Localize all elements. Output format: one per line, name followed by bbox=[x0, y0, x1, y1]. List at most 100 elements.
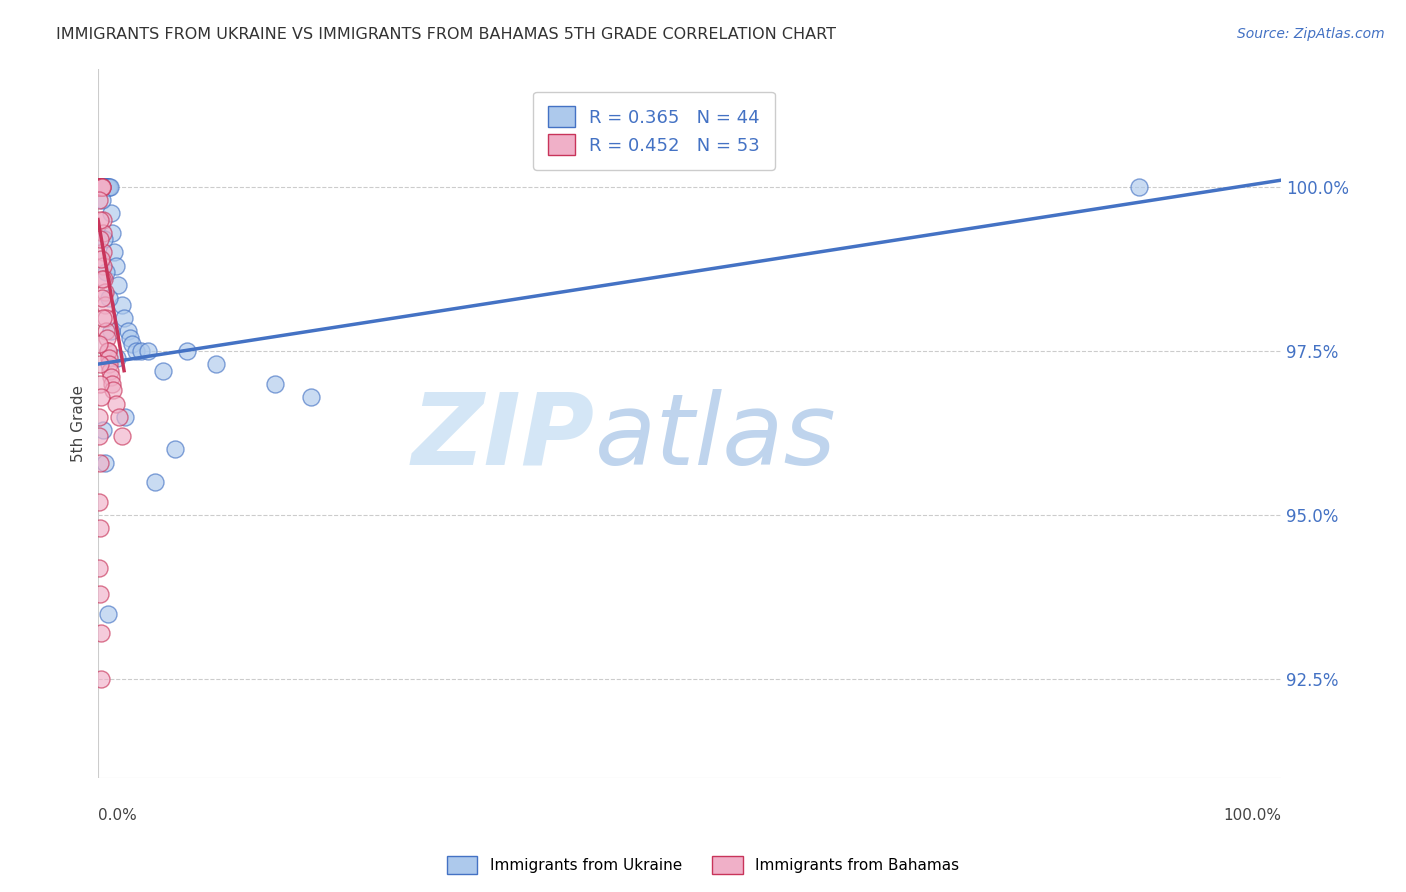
Text: 0.0%: 0.0% bbox=[98, 808, 136, 823]
Point bbox=[143, 475, 166, 490]
Point bbox=[101, 376, 124, 391]
Text: atlas: atlas bbox=[595, 389, 837, 486]
Point bbox=[96, 324, 118, 338]
Point bbox=[93, 179, 115, 194]
Point bbox=[89, 587, 111, 601]
Point bbox=[112, 311, 135, 326]
Point bbox=[100, 206, 122, 220]
Point bbox=[90, 673, 112, 687]
Text: Source: ZipAtlas.com: Source: ZipAtlas.com bbox=[1237, 27, 1385, 41]
Point bbox=[105, 351, 128, 365]
Point bbox=[96, 179, 118, 194]
Point bbox=[91, 212, 114, 227]
Point bbox=[90, 179, 112, 194]
Point bbox=[89, 179, 111, 194]
Point bbox=[94, 179, 117, 194]
Point bbox=[90, 179, 112, 194]
Point bbox=[103, 245, 125, 260]
Point bbox=[96, 331, 118, 345]
Point bbox=[1128, 179, 1150, 194]
Point bbox=[91, 179, 114, 194]
Point bbox=[90, 179, 112, 194]
Point bbox=[93, 285, 115, 299]
Point bbox=[107, 278, 129, 293]
Point bbox=[89, 179, 111, 194]
Point bbox=[89, 179, 111, 194]
Point bbox=[89, 521, 111, 535]
Point bbox=[97, 343, 120, 358]
Point bbox=[299, 390, 322, 404]
Point bbox=[94, 298, 117, 312]
Point bbox=[94, 311, 117, 326]
Point bbox=[89, 357, 111, 371]
Point bbox=[96, 343, 118, 358]
Point bbox=[89, 429, 111, 443]
Point bbox=[89, 376, 111, 391]
Point bbox=[117, 324, 139, 338]
Point bbox=[93, 179, 115, 194]
Point bbox=[136, 343, 159, 358]
Point bbox=[97, 351, 120, 365]
Point bbox=[89, 179, 111, 194]
Point bbox=[90, 193, 112, 207]
Point bbox=[163, 442, 186, 457]
Legend: R = 0.365   N = 44, R = 0.452   N = 53: R = 0.365 N = 44, R = 0.452 N = 53 bbox=[533, 92, 775, 169]
Point bbox=[90, 179, 112, 194]
Point bbox=[264, 376, 287, 391]
Point bbox=[90, 179, 112, 194]
Text: ZIP: ZIP bbox=[412, 389, 595, 486]
Point bbox=[97, 179, 120, 194]
Point bbox=[111, 298, 134, 312]
Point bbox=[98, 179, 121, 194]
Point bbox=[89, 456, 111, 470]
Point bbox=[89, 179, 111, 194]
Point bbox=[93, 179, 115, 194]
Point bbox=[90, 626, 112, 640]
Point bbox=[103, 384, 125, 398]
Point bbox=[89, 337, 111, 351]
Point bbox=[100, 324, 122, 338]
Point bbox=[98, 357, 121, 371]
Point bbox=[93, 259, 115, 273]
Point bbox=[94, 456, 117, 470]
Point bbox=[104, 396, 127, 410]
Point bbox=[100, 370, 122, 384]
Point bbox=[129, 343, 152, 358]
Point bbox=[91, 226, 114, 240]
Point bbox=[89, 232, 111, 246]
Point bbox=[97, 292, 120, 306]
Point bbox=[91, 423, 114, 437]
Point bbox=[89, 560, 111, 574]
Point bbox=[114, 409, 136, 424]
Legend: Immigrants from Ukraine, Immigrants from Bahamas: Immigrants from Ukraine, Immigrants from… bbox=[440, 850, 966, 880]
Point bbox=[89, 179, 111, 194]
Point bbox=[96, 607, 118, 621]
Point bbox=[90, 271, 112, 285]
Point bbox=[89, 193, 111, 207]
Point bbox=[93, 232, 115, 246]
Point bbox=[91, 179, 114, 194]
Point bbox=[96, 179, 118, 194]
Point bbox=[98, 364, 121, 378]
Point bbox=[104, 259, 127, 273]
Point bbox=[91, 311, 114, 326]
Point bbox=[91, 292, 114, 306]
Point bbox=[96, 265, 118, 279]
Text: IMMIGRANTS FROM UKRAINE VS IMMIGRANTS FROM BAHAMAS 5TH GRADE CORRELATION CHART: IMMIGRANTS FROM UKRAINE VS IMMIGRANTS FR… bbox=[56, 27, 837, 42]
Point bbox=[89, 212, 111, 227]
Point bbox=[87, 179, 110, 194]
Point bbox=[97, 179, 120, 194]
Text: 100.0%: 100.0% bbox=[1223, 808, 1281, 823]
Point bbox=[94, 179, 117, 194]
Point bbox=[90, 179, 112, 194]
Y-axis label: 5th Grade: 5th Grade bbox=[72, 384, 86, 462]
Point bbox=[89, 495, 111, 509]
Point bbox=[111, 429, 134, 443]
Point bbox=[108, 409, 131, 424]
Point bbox=[87, 409, 110, 424]
Point bbox=[121, 337, 143, 351]
Point bbox=[125, 343, 148, 358]
Point bbox=[101, 226, 124, 240]
Point bbox=[90, 252, 112, 266]
Point bbox=[118, 331, 141, 345]
